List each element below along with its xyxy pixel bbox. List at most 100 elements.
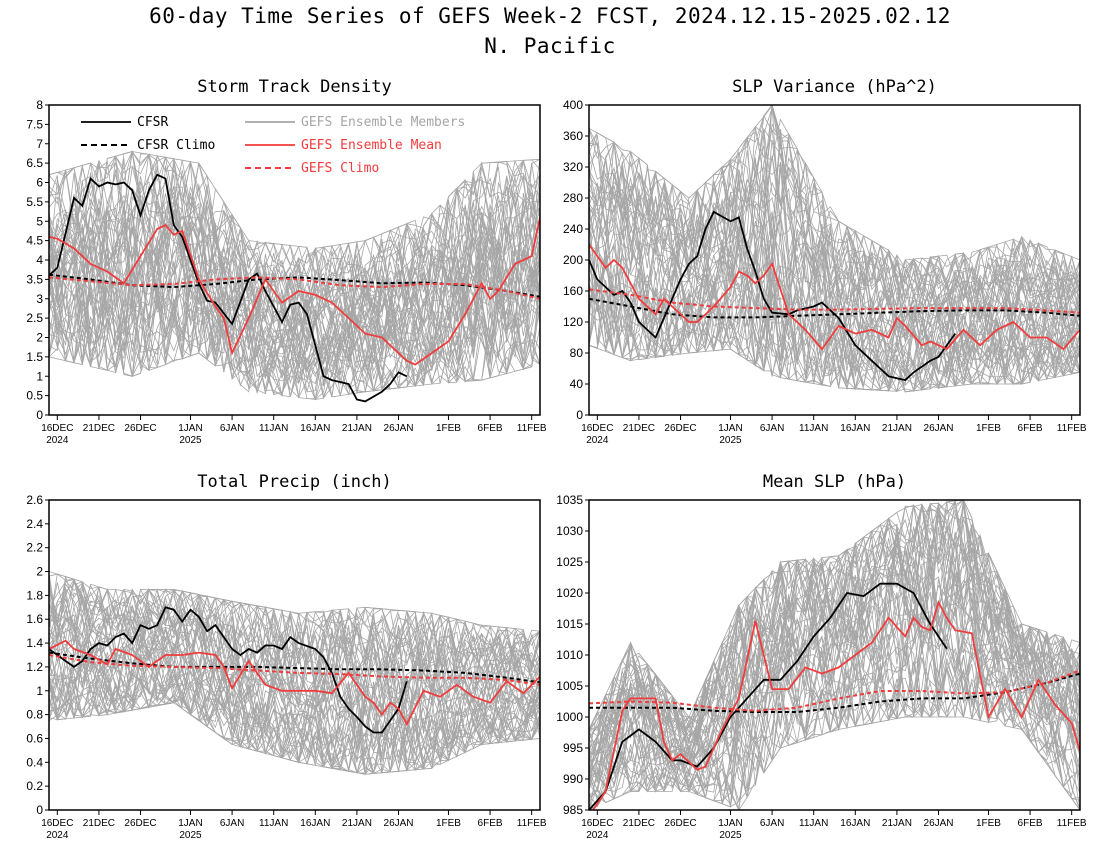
y-tick-label: 1: [36, 684, 43, 698]
ensemble-member-line: [589, 156, 1080, 321]
series-line-cfsr: [589, 210, 956, 382]
y-tick-label: 4.5: [26, 234, 43, 248]
y-tick-label: 1.8: [26, 588, 43, 602]
plot-area: [49, 150, 540, 403]
ensemble-member-line: [589, 592, 1080, 796]
x-tick-label: 6FEB: [478, 818, 503, 829]
y-tick-label: 8: [36, 98, 43, 112]
y-tick-label: 7: [36, 137, 43, 151]
y-tick-label: 0.8: [26, 708, 43, 722]
plot-frame: [48, 499, 541, 811]
x-tick-label: 1JAN: [178, 423, 202, 434]
legend-label-members: GEFS Ensemble Members: [301, 115, 465, 130]
x-tick-label: 11JAN: [799, 818, 828, 829]
y-tick-label: 0.6: [26, 731, 43, 745]
ensemble-member-line: [589, 105, 1080, 318]
series-line-gefs-ensemble-mean: [49, 217, 540, 366]
series-line-cfsr: [589, 582, 948, 810]
y-tick-label: 0.2: [26, 779, 43, 793]
plot-area: [589, 105, 1080, 393]
y-tick-label: 3.5: [26, 272, 43, 286]
series-line-gefs-ensemble-mean: [49, 639, 540, 727]
y-tick-label: 0.5: [26, 389, 43, 403]
ensemble-member-line: [589, 195, 1080, 350]
ensemble-member-line: [49, 575, 540, 694]
ensemble-member-line: [589, 278, 1080, 392]
y-tick-label: 80: [570, 346, 584, 360]
y-tick-label: 985: [563, 803, 583, 817]
y-tick-label: 1010: [556, 648, 583, 662]
y-tick-label: 240: [563, 222, 583, 236]
legend-label-cfsr: CFSR: [137, 115, 168, 130]
y-tick-label: 0: [576, 408, 583, 422]
x-tick-label: 21DEC: [83, 423, 115, 434]
legend-label-gefs-climo: GEFS Climo: [301, 161, 379, 176]
panel-2: SLP Variance (hPa^2) 0 40 80 120 160 200 240 280…: [563, 77, 1087, 446]
series-line-cfsr: [49, 606, 408, 734]
x-tick-label: 26DEC: [664, 818, 696, 829]
y-tick-label: 120: [563, 315, 583, 329]
x-tick-label: 21DEC: [623, 818, 655, 829]
ensemble-member-line: [49, 211, 540, 369]
ensemble-member-line: [589, 608, 1080, 797]
y-tick-label: 1020: [556, 586, 583, 600]
ensemble-member-line: [49, 581, 540, 695]
y-tick-label: 5: [36, 214, 43, 228]
x-tick-label: 6JAN: [220, 818, 244, 829]
ensemble-member-line: [49, 193, 540, 345]
x-tick-label: 26JAN: [924, 423, 954, 434]
y-tick-label: 3: [36, 292, 43, 306]
y-tick-label: 2.2: [26, 541, 43, 555]
ensemble-member-line: [49, 598, 540, 716]
x-tick-label: 21JAN: [342, 818, 372, 829]
ensemble-members: [49, 571, 540, 776]
x-tick-label: 11JAN: [259, 423, 288, 434]
y-tick-label: 0: [36, 803, 43, 817]
ensemble-member-line: [589, 503, 1080, 751]
panel-3: Total Precip (inch) 0 0.2 0.4 0.6 0.8 1 1.2 1.4 1…: [26, 472, 547, 841]
ensemble-members: [589, 105, 1080, 393]
y-tick-label: 360: [563, 129, 583, 143]
ensemble-member-line: [589, 661, 1080, 810]
y-tick-label: 280: [563, 191, 583, 205]
ensemble-member-line: [49, 665, 540, 775]
ensemble-member-line: [589, 256, 1080, 392]
ensemble-member-line: [49, 181, 540, 334]
x-tick-label: 26JAN: [924, 818, 954, 829]
ensemble-member-line: [589, 563, 1080, 767]
x-tick-label: 1FEB: [436, 423, 461, 434]
y-tick-label: 0: [36, 408, 43, 422]
ensemble-member-line: [589, 220, 1080, 377]
panel-title: Mean SLP (hPa): [763, 472, 906, 492]
y-tick-label: 0.4: [26, 755, 43, 769]
y-tick-label: 4: [36, 253, 43, 267]
ensemble-member-line: [49, 155, 540, 309]
x-tick-label: 21JAN: [882, 423, 912, 434]
y-tick-label: 40: [570, 377, 584, 391]
y-tick-label: 1005: [556, 679, 583, 693]
plot-area: [589, 500, 1080, 810]
x-tick-label: 6FEB: [1018, 423, 1043, 434]
ensemble-member-line: [49, 150, 540, 280]
x-tick-label: 26DEC: [664, 423, 696, 434]
x-tick-label: 21JAN: [882, 818, 912, 829]
y-tick-label: 7.5: [26, 117, 43, 131]
y-tick-label: 1.6: [26, 612, 43, 626]
series-line-gefs-climo: [589, 288, 1080, 314]
ensemble-member-line: [49, 618, 540, 748]
x-tick-label: 11FEB: [517, 818, 547, 829]
x-tick-label: 16JAN: [840, 818, 870, 829]
ensemble-member-line: [49, 650, 540, 773]
panel-1: Storm Track Density 0 0.5 1 1.5 2 2.5 3 3.5 4 4.5 5…: [26, 77, 547, 446]
ensemble-member-line: [589, 228, 1080, 363]
ensemble-member-line: [589, 593, 1080, 790]
x-tick-label: 11JAN: [259, 818, 288, 829]
ensemble-member-line: [49, 614, 540, 736]
x-year-label: 2025: [719, 830, 742, 841]
ensemble-member-line: [49, 675, 540, 774]
x-tick-label: 16DEC: [581, 423, 613, 434]
y-tick-label: 995: [563, 741, 583, 755]
ensemble-member-line: [589, 610, 1080, 803]
ensemble-member-line: [49, 597, 540, 717]
ensemble-member-line: [49, 187, 540, 331]
